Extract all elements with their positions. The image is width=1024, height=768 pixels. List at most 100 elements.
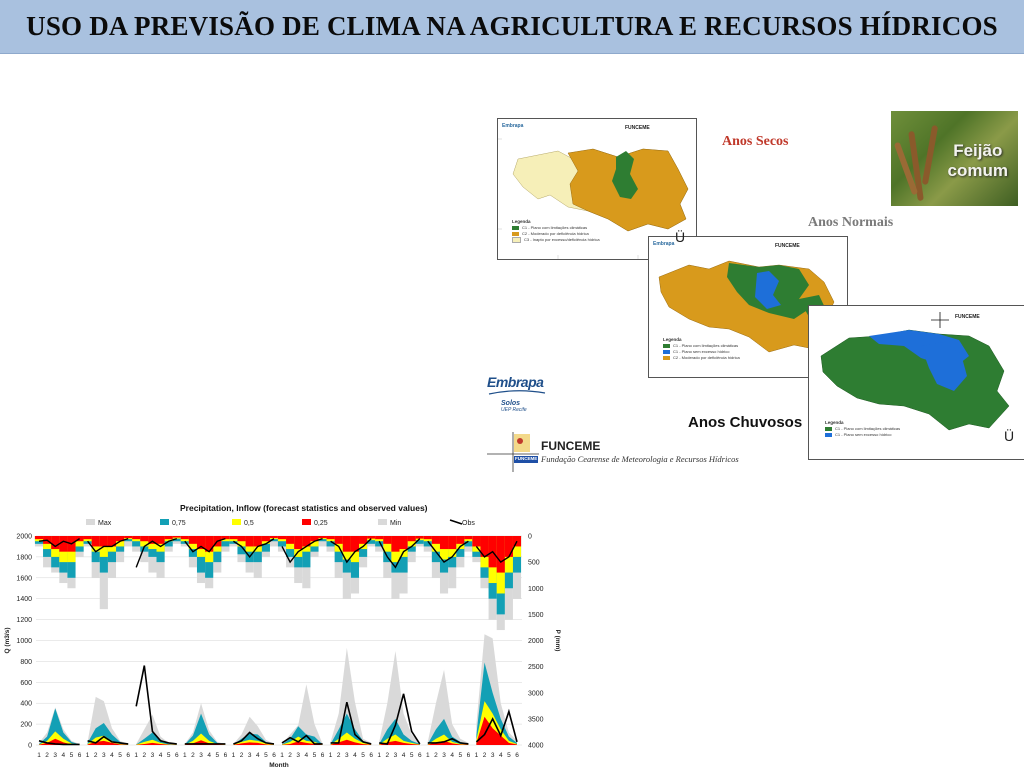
x-tick-label: 4 <box>62 752 66 759</box>
precip-bar-q25 <box>359 536 368 544</box>
observed-inflow-line <box>427 737 469 745</box>
x-tick-label: 4 <box>402 752 406 759</box>
precip-bar-q25 <box>286 536 295 544</box>
x-tick-label: 4 <box>110 752 114 759</box>
observed-inflow-line <box>135 665 177 745</box>
inflow-area-q25 <box>233 742 274 745</box>
precip-bar-q25 <box>342 536 351 552</box>
inflow-area-q25 <box>476 716 517 745</box>
legend-swatch <box>86 519 95 525</box>
x-tick-label: 2 <box>143 752 147 759</box>
dry-legend-item-text: C1 - Plano com limitações climáticas <box>522 225 588 230</box>
embrapa-word-part: rapa <box>515 374 544 390</box>
precip-bar-q50 <box>512 536 522 557</box>
rainy-years-map-graphic <box>820 312 1010 431</box>
precip-bar-q25 <box>164 536 173 540</box>
y-tick-label: 600 <box>20 680 32 687</box>
x-tick-label: 3 <box>296 752 300 759</box>
x-tick-label: 6 <box>224 752 228 759</box>
x-tick-label: 5 <box>215 752 219 759</box>
normal-legend-item-text: C1 - Plano sem excesso hídrico <box>673 349 730 354</box>
legend-label: 0,5 <box>244 520 254 527</box>
inflow-area-q50 <box>136 739 177 745</box>
x-tick-label: 2 <box>434 752 438 759</box>
x-tick-label: 2 <box>45 752 49 759</box>
precip-bar-q25 <box>439 536 449 550</box>
x-tick-label: 1 <box>280 752 284 759</box>
x-tick-label: 1 <box>475 752 479 759</box>
observed-precip-line <box>38 538 80 548</box>
x-tick-label: 3 <box>102 752 106 759</box>
legend-swatch <box>160 519 169 525</box>
x-tick-label: 6 <box>467 752 471 759</box>
x-tick-label: 5 <box>118 752 122 759</box>
precip-bar-q25 <box>496 536 505 573</box>
x-tick-label: 1 <box>232 752 236 759</box>
observed-inflow-line <box>330 701 372 745</box>
dry-years-label: Anos Secos <box>722 134 789 149</box>
x-tick-label: 6 <box>515 752 519 759</box>
precip-bar-q25 <box>34 536 44 540</box>
y2-tick-label: 2000 <box>528 638 544 645</box>
x-tick-label: 4 <box>256 752 260 759</box>
x-tick-label: 6 <box>126 752 130 759</box>
y2-tick-label: 2500 <box>528 664 544 671</box>
x-tick-label: 1 <box>134 752 138 759</box>
precip-bar-q25 <box>407 536 416 542</box>
precip-bar-q25 <box>472 536 481 547</box>
legend-swatch-obs <box>449 519 463 525</box>
precip-bar-q25 <box>302 536 311 547</box>
inflow-area-q75 <box>330 713 372 745</box>
y2-tick-label: 1500 <box>528 612 544 619</box>
y2-tick-label: 3500 <box>528 716 544 723</box>
normal-legend-item: C2 - Moderado por deficiência hídrica <box>663 355 740 361</box>
precip-bar-q25 <box>83 536 92 540</box>
x-tick-label: 6 <box>272 752 276 759</box>
precip-bar-q25 <box>423 536 432 540</box>
precip-bar-q25 <box>350 536 360 552</box>
dry-map-funceme-tag: FUNCEME <box>625 125 650 131</box>
precip-bar-q25 <box>107 536 117 547</box>
inflow-area-q50 <box>184 733 226 745</box>
inflow-area-q75 <box>282 726 323 745</box>
precip-bar-q25 <box>310 536 319 542</box>
precip-bar-q25 <box>253 536 262 547</box>
bean-photo-caption: Feijão comum <box>948 141 1008 181</box>
rainy-legend-item: C1 - Plano com limitações climáticas <box>825 426 900 432</box>
x-tick-label: 1 <box>426 752 430 759</box>
y-tick-label: 1000 <box>16 638 32 645</box>
precip-bar-q25 <box>504 536 513 557</box>
observed-precip-line <box>475 540 518 564</box>
y2-axis-label: P (mm) <box>554 630 561 652</box>
x-tick-label: 3 <box>345 752 349 759</box>
x-tick-label: 5 <box>70 752 74 759</box>
y-tick-label: 800 <box>20 659 32 666</box>
observed-inflow-line <box>475 708 518 743</box>
precip-bar-q75 <box>132 536 141 547</box>
observed-precip-line <box>281 537 323 564</box>
x-tick-label: 1 <box>377 752 381 759</box>
x-tick-label: 1 <box>86 752 90 759</box>
x-tick-label: 1 <box>329 752 333 759</box>
legend-label: 0,75 <box>172 520 186 527</box>
funceme-full-name: Fundação Cearense de Meteorologia e Recu… <box>541 454 739 464</box>
y2-tick-label: 0 <box>528 534 532 541</box>
y-tick-label: 200 <box>20 722 32 729</box>
precip-bar-q75 <box>277 536 287 547</box>
precip-bar-q25 <box>237 536 246 542</box>
x-tick-label: 3 <box>53 752 57 759</box>
x-tick-label: 4 <box>159 752 163 759</box>
x-tick-label: 3 <box>151 752 155 759</box>
slide-title-bar: USO DA PREVISÃO DE CLIMA NA AGRICULTURA … <box>0 0 1024 54</box>
dry-legend-title: Legenda <box>512 219 531 224</box>
map-dry-years: Embrapa FUNCEME Legenda C1 - Plano com l… <box>497 118 697 260</box>
dry-years-map-graphic <box>498 138 689 259</box>
y-tick-label: 2000 <box>16 534 32 541</box>
x-tick-label: 6 <box>78 752 82 759</box>
caption-line: Feijão <box>953 141 1003 160</box>
legend-label: Max <box>98 520 112 527</box>
legend-swatch <box>302 519 311 525</box>
normal-legend-item: C1 - Plano sem excesso hídrico <box>663 349 740 355</box>
observed-precip-line <box>87 537 129 553</box>
